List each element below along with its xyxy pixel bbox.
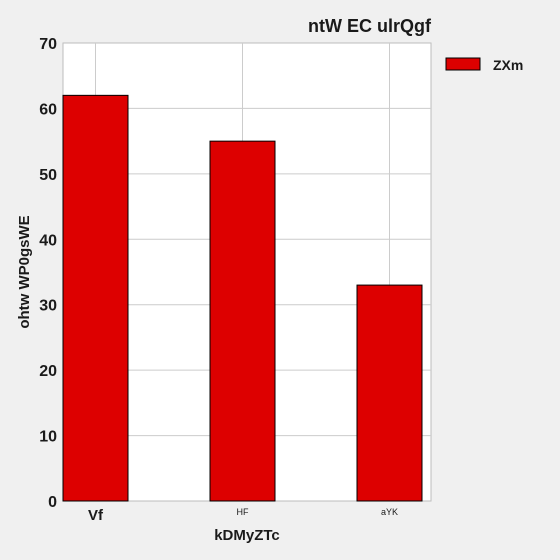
y-tick-label: 50: [39, 167, 57, 184]
bar-HF: [209, 140, 276, 502]
y-tick-label: 70: [39, 36, 57, 53]
bars: [62, 94, 423, 502]
x-tick-label: Vf: [88, 507, 104, 524]
y-axis-label: ohtw WP0gsWE: [16, 215, 33, 328]
y-tick-label: 30: [39, 298, 57, 315]
chart-title: ntW EC ulrQgf: [308, 16, 432, 36]
y-tick-label: 10: [39, 429, 57, 446]
bar-aYK: [356, 284, 423, 502]
x-axis-ticks: Vf HF aYK: [88, 507, 398, 524]
y-tick-label: 40: [39, 232, 57, 249]
x-tick-label: aYK: [381, 507, 398, 517]
y-tick-label: 0: [48, 494, 57, 511]
x-tick-label: HF: [237, 507, 249, 517]
y-tick-label: 20: [39, 363, 57, 380]
legend: ZXm: [445, 57, 523, 73]
y-tick-label: 60: [39, 101, 57, 118]
legend-label: ZXm: [493, 57, 523, 73]
x-axis-label: kDMyZTc: [214, 527, 280, 544]
y-axis-ticks: 0 10 20 30 40 50 60 70: [39, 36, 57, 511]
bar-Vf: [62, 94, 129, 502]
legend-swatch: [445, 57, 481, 71]
